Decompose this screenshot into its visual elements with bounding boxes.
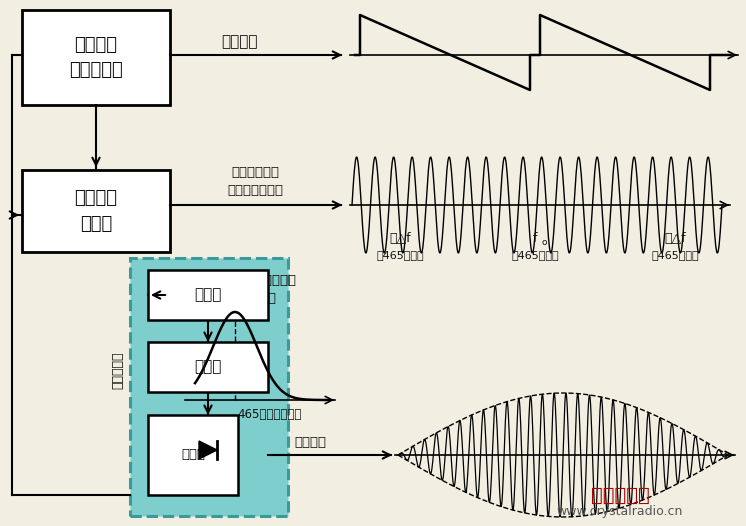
Bar: [148, 342, 268, 392]
Bar: [22, 170, 170, 252]
Polygon shape: [199, 441, 217, 459]
Text: 锯齿波电压相
对应的扫频波形: 锯齿波电压相 对应的扫频波形: [227, 167, 283, 197]
Text: www.crystalradio.cn: www.crystalradio.cn: [557, 505, 683, 519]
Text: 465频率（千赫）: 465频率（千赫）: [238, 408, 302, 421]
Text: 中放级: 中放级: [194, 359, 222, 375]
Text: （465千赫）: （465千赫）: [511, 250, 559, 260]
Text: 中频选择性谐振
曲线: 中频选择性谐振 曲线: [240, 275, 296, 306]
Bar: [148, 270, 268, 320]
Text: 变频级: 变频级: [194, 288, 222, 302]
Text: 中频输出: 中频输出: [294, 437, 326, 450]
Bar: [148, 415, 238, 495]
Text: 锯齿形波: 锯齿形波: [222, 35, 258, 49]
Text: （465千赫）: （465千赫）: [651, 250, 699, 260]
Text: o: o: [541, 238, 547, 247]
Text: f: f: [533, 232, 537, 245]
Text: 被测收音机: 被测收音机: [111, 351, 125, 389]
Text: 同步扫描
信号发生器: 同步扫描 信号发生器: [69, 36, 123, 79]
Text: 扫频信号
发生器: 扫频信号 发生器: [75, 189, 118, 232]
Text: ＋△f: ＋△f: [664, 232, 686, 245]
Text: －△f: －△f: [389, 232, 411, 245]
Bar: [130, 258, 288, 516]
Text: （465千赫）: （465千赫）: [376, 250, 424, 260]
Text: 矿石收音机: 矿石收音机: [591, 485, 649, 504]
Bar: [22, 10, 170, 105]
Text: 功放级: 功放级: [181, 449, 205, 461]
